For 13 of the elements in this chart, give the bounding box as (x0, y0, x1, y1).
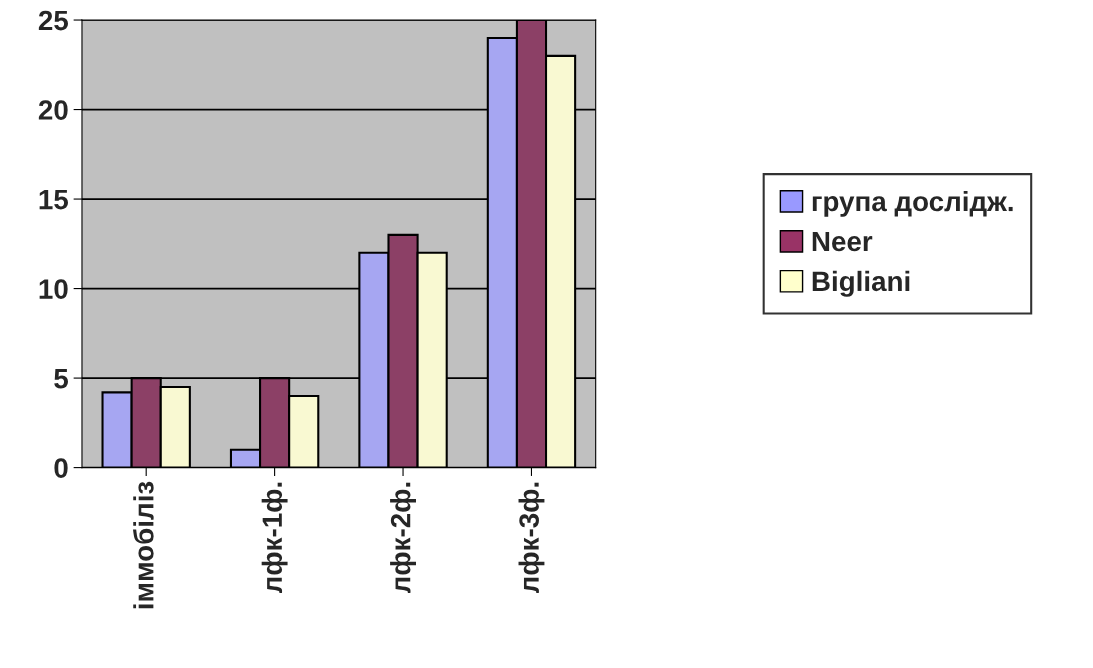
legend-label: Bigliani (812, 270, 910, 297)
x-tick-label: лфк-2ф. (390, 482, 416, 594)
x-tick-label: лфк-3ф. (518, 482, 545, 594)
x-tick-label: лфк-1ф. (261, 482, 288, 594)
y-tick-label: 5 (54, 369, 69, 389)
y-tick-label: 25 (38, 10, 69, 31)
y-tick-label: 15 (39, 190, 69, 210)
x-tick-label: іммобіліз (133, 481, 154, 609)
legend-label: група дослідж. (812, 190, 1013, 217)
y-tick-label: 10 (39, 279, 68, 299)
y-tick-label: 20 (38, 100, 68, 120)
legend-label: Neer (812, 231, 873, 252)
y-tick-label: 0 (54, 458, 68, 478)
